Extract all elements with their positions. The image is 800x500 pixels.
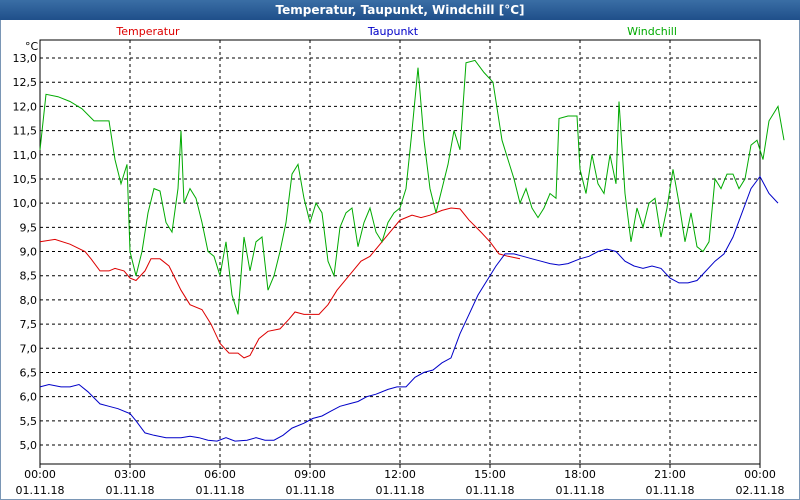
x-tick-date: 01.11.18 (646, 484, 695, 497)
y-tick-label: 11,0 (13, 149, 38, 162)
legend: Temperatur Taupunkt Windchill (115, 25, 677, 38)
series-layer (39, 59, 785, 442)
y-tick-label: 7,0 (20, 342, 38, 355)
series-line-windchill (39, 59, 785, 315)
x-tick-time: 18:00 (564, 468, 596, 481)
y-tick-label: 9,5 (20, 221, 38, 234)
x-tick-time: 15:00 (474, 468, 506, 481)
x-tick-time: 03:00 (114, 468, 146, 481)
x-tick-time: 09:00 (294, 468, 326, 481)
y-tick-label: 9,0 (20, 246, 38, 259)
legend-entry-taupunkt: Taupunkt (367, 25, 419, 38)
chart-title: Temperatur, Taupunkt, Windchill [°C] (0, 0, 800, 20)
y-tick-label: 12,5 (13, 76, 38, 89)
x-tick-time: 12:00 (384, 468, 416, 481)
y-axis-label: °C (25, 40, 39, 53)
x-axis-ticks: 00:00 01.11.18 03:00 01.11.18 06:00 01.11.18 0… (16, 464, 785, 497)
legend-entry-windchill: Windchill (627, 25, 677, 38)
legend-entry-temperatur: Temperatur (115, 25, 180, 38)
y-tick-label: 8,0 (20, 294, 38, 307)
y-tick-label: 6,5 (20, 366, 38, 379)
x-tick-time: 06:00 (204, 468, 236, 481)
y-tick-label: 10,0 (13, 197, 38, 210)
x-tick-time: 00:00 (24, 468, 56, 481)
y-tick-label: 10,5 (13, 173, 38, 186)
y-tick-label: 7,5 (20, 318, 38, 331)
x-tick-date: 01.11.18 (196, 484, 245, 497)
grid (40, 40, 760, 464)
y-tick-label: 13,0 (13, 52, 38, 65)
x-tick-date: 01.11.18 (376, 484, 425, 497)
x-tick-date: 02.11.18 (736, 484, 785, 497)
x-tick-date: 01.11.18 (16, 484, 65, 497)
series-line-taupunkt (39, 175, 779, 442)
y-tick-label: 12,0 (13, 100, 38, 113)
y-tick-label: 8,5 (20, 270, 38, 283)
y-tick-label: 6,0 (20, 391, 38, 404)
y-tick-label: 5,0 (20, 439, 38, 452)
y-axis-ticks: 13,0 12,5 12,0 11,5 11,0 10,5 10,0 9,5 9,0 8,5 8,0… (13, 52, 38, 452)
x-tick-date: 01.11.18 (106, 484, 155, 497)
x-tick-date: 01.11.18 (466, 484, 515, 497)
x-tick-date: 01.11.18 (286, 484, 335, 497)
y-tick-label: 11,5 (13, 125, 38, 138)
x-tick-date: 01.11.18 (556, 484, 605, 497)
series-line-temperatur (39, 207, 521, 359)
x-tick-time: 00:00 (744, 468, 776, 481)
x-tick-time: 21:00 (654, 468, 686, 481)
y-tick-label: 5,5 (20, 415, 38, 428)
